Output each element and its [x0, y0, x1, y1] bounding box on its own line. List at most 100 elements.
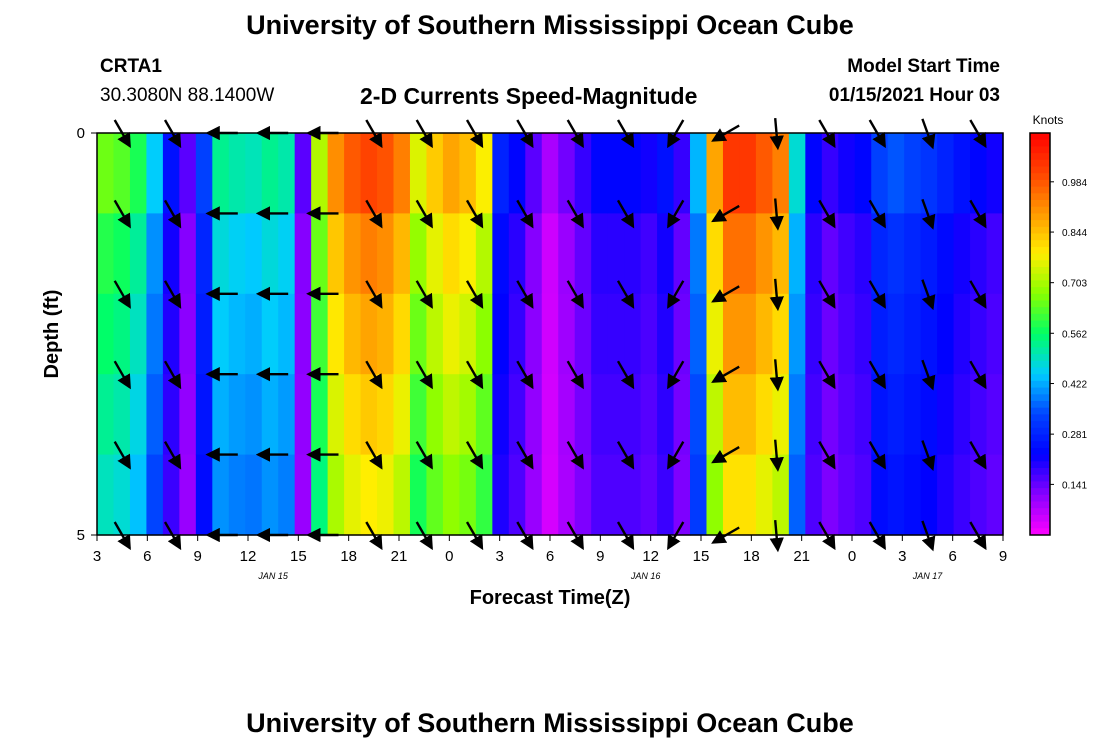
current-vector-arrow [465, 280, 484, 309]
heatmap-cell [607, 213, 625, 295]
heatmap-cell [426, 454, 444, 536]
current-vector-arrow [711, 365, 740, 383]
heatmap-cell [854, 133, 872, 214]
heatmap-cell [920, 213, 938, 295]
heatmap-cell [212, 213, 230, 295]
heatmap-cell [146, 213, 164, 295]
heatmap-cell [129, 213, 148, 295]
heatmap-cell [755, 133, 773, 214]
heatmap-cell [442, 133, 460, 214]
station-coordinates: 30.3080N 88.1400W [100, 85, 275, 106]
heatmap-cell [360, 133, 378, 214]
heatmap-cell [937, 374, 955, 456]
x-tick-label: 3 [495, 548, 503, 565]
heatmap-cell [657, 293, 675, 375]
heatmap-cell [311, 213, 329, 295]
current-vector-arrow [868, 199, 886, 229]
current-vector-arrow [415, 280, 433, 309]
heatmap-cell [690, 213, 708, 295]
heatmap-cell [377, 133, 395, 214]
heatmap-cell [459, 454, 477, 536]
colorbar-swatch [1030, 380, 1050, 389]
heatmap-cell [327, 374, 345, 456]
heatmap-cell [146, 374, 164, 456]
colorbar-swatch [1030, 508, 1050, 516]
heatmap-cell [129, 374, 148, 456]
heatmap-cell [937, 293, 955, 375]
heatmap-cell [146, 454, 164, 536]
colorbar-swatch [1030, 293, 1050, 301]
heatmap-cell [475, 293, 493, 375]
colorbar-tick-label: 0.562 [1062, 329, 1087, 340]
heatmap-cell [327, 133, 345, 214]
current-vector-arrow [818, 199, 836, 229]
current-vector-arrow [365, 360, 383, 390]
colorbar-swatch [1030, 220, 1050, 228]
heatmap-cell [426, 133, 444, 214]
heatmap-cell [937, 133, 955, 214]
heatmap-cell [195, 213, 213, 295]
heatmap-cell [409, 374, 428, 456]
date-label: JAN 15 [257, 571, 289, 581]
colorbar-swatch [1030, 139, 1050, 147]
colorbar-swatch [1030, 300, 1050, 308]
current-vector-arrow [868, 441, 886, 470]
colorbar: 0.984 0.844 0.703 0.562 0.422 0.281 0.141 [1029, 132, 1087, 536]
heatmap-cell [986, 293, 1004, 375]
current-vector-arrow [769, 198, 784, 231]
heatmap-cell [492, 213, 510, 295]
heatmap-cell [657, 374, 675, 456]
heatmap-cell [607, 374, 625, 456]
heatmap-cell [541, 374, 559, 456]
heatmap-cell [179, 454, 197, 536]
current-vector-arrow [969, 280, 987, 309]
heatmap-cell [294, 374, 312, 456]
heatmap-cell [970, 133, 988, 214]
heatmap-cell [179, 374, 197, 456]
current-vector-arrow [616, 280, 635, 309]
heatmap-cell [772, 213, 790, 295]
heatmap-cell [624, 374, 642, 456]
colorbar-swatch [1030, 488, 1050, 496]
colorbar-swatch [1030, 354, 1050, 362]
heatmap-cell [558, 293, 576, 375]
heatmap-cell [475, 133, 493, 214]
heatmap-cell [920, 374, 938, 456]
heatmap-cell [871, 213, 889, 295]
heatmap-cell [673, 213, 691, 295]
colorbar-frame [1029, 132, 1051, 536]
heatmap-cell [360, 454, 378, 536]
heatmap-cell [294, 454, 312, 536]
current-vector-arrow [616, 199, 635, 229]
heatmap-cell [508, 213, 526, 295]
current-vector-arrow [566, 280, 584, 309]
colorbar-swatch [1030, 340, 1050, 348]
heatmap-cell [920, 454, 938, 536]
current-vector-arrow [868, 360, 886, 390]
heatmap-cell [805, 374, 823, 456]
heatmap-cell [459, 293, 477, 375]
heatmap-cell [722, 374, 741, 456]
colorbar-swatch [1030, 521, 1050, 529]
colorbar-swatch [1030, 133, 1050, 141]
colorbar-swatch [1030, 327, 1050, 335]
x-tick-label: 15 [290, 548, 307, 565]
heatmap-cell [377, 293, 395, 375]
heatmap-cell [854, 454, 872, 536]
heatmap-cell [541, 293, 559, 375]
heatmap-cell [591, 374, 609, 456]
colorbar-tick-label: 0.984 [1062, 178, 1087, 189]
heatmap-cell [591, 133, 609, 214]
heatmap-cell [821, 374, 839, 456]
heatmap-cell [690, 374, 708, 456]
heatmap-cell [854, 213, 872, 295]
current-vector-arrow [465, 441, 484, 470]
heatmap-cell [722, 213, 741, 295]
heatmap-cell [327, 293, 345, 375]
heatmap-cell [772, 374, 790, 456]
heatmap-cell [442, 293, 460, 375]
heatmap-cell [212, 293, 230, 375]
heatmap-cell [690, 133, 708, 214]
heatmap-cell [278, 133, 296, 214]
